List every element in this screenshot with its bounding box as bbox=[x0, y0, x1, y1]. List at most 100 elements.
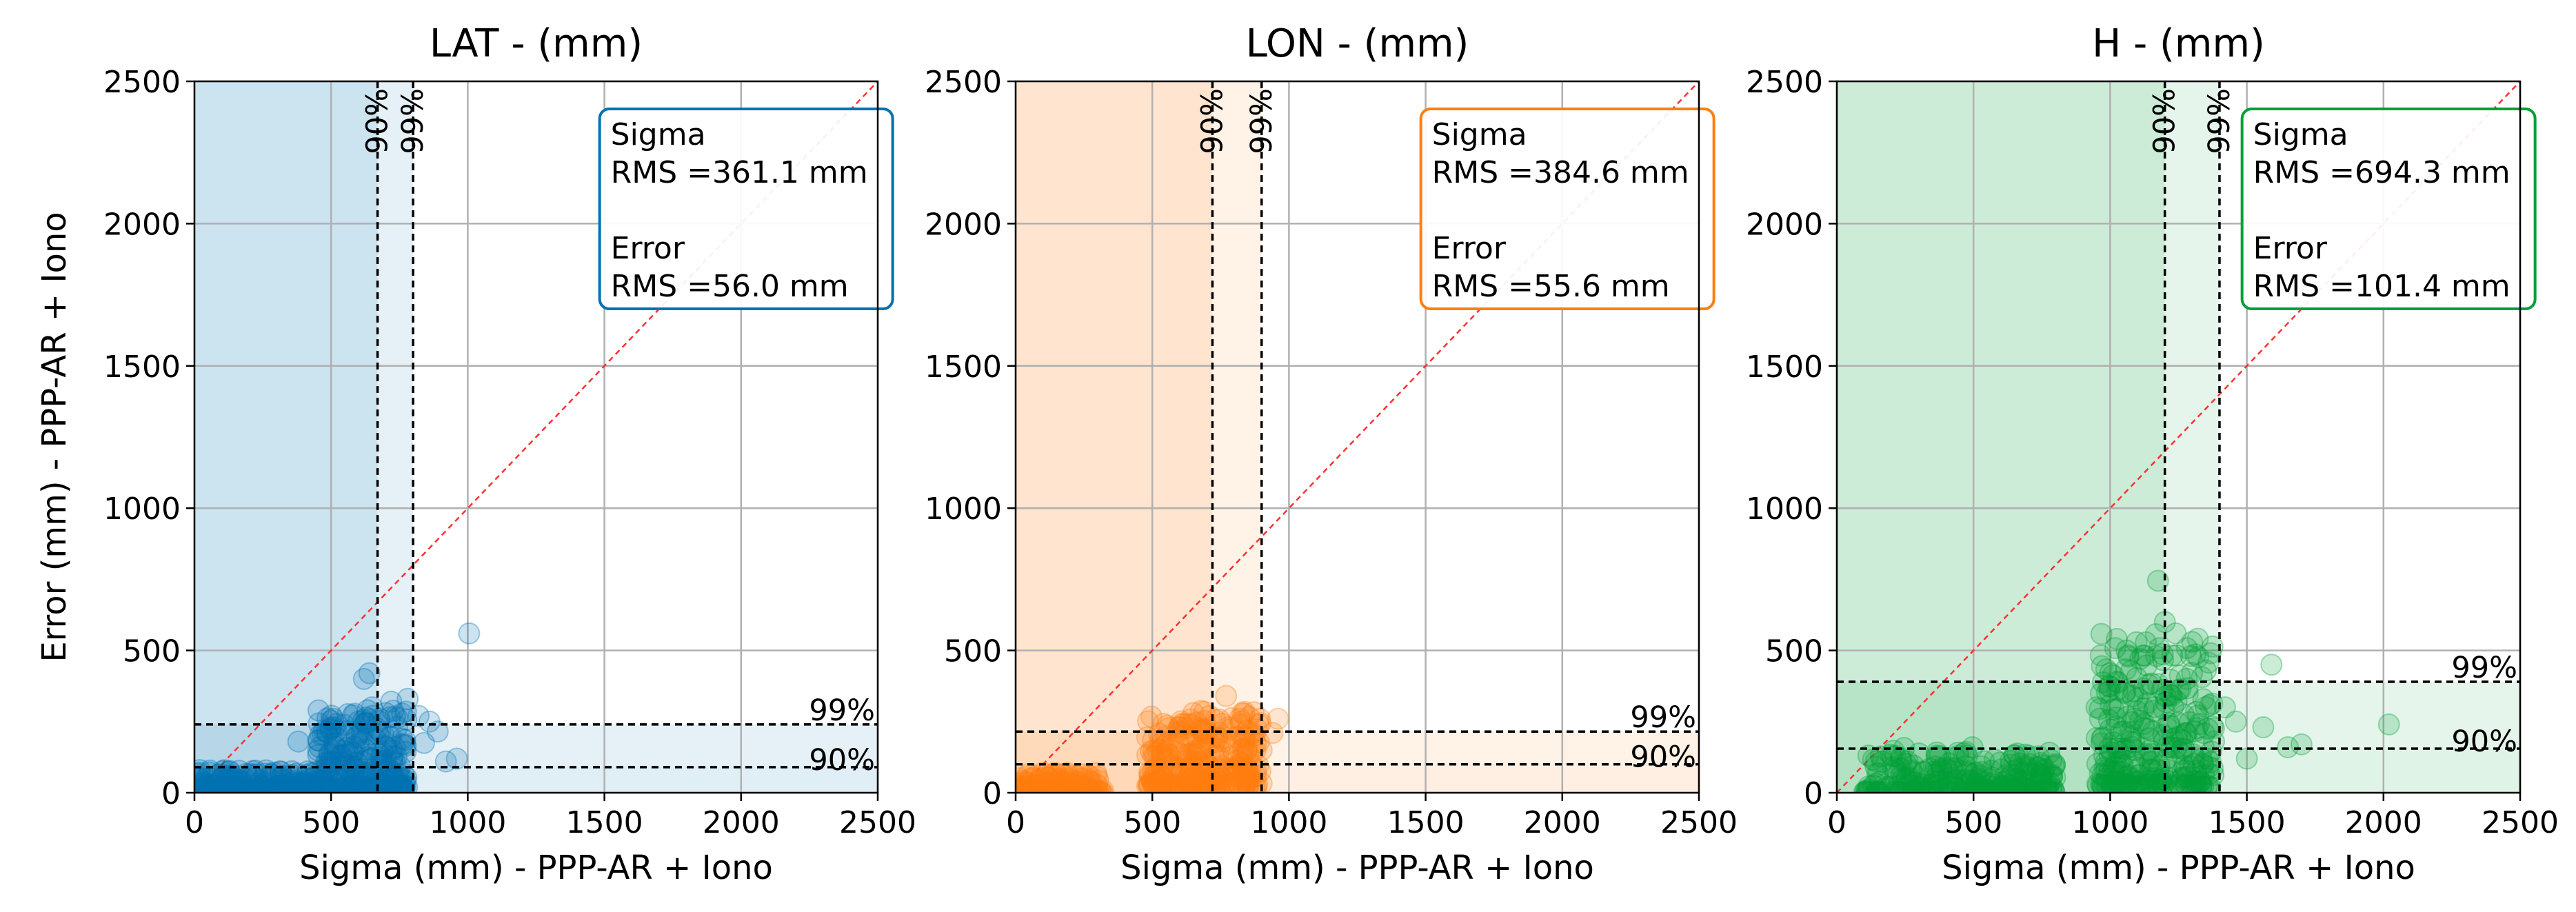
scatter-point bbox=[412, 731, 435, 754]
scatter-point bbox=[2116, 765, 2139, 788]
scatter-point bbox=[1193, 719, 1216, 742]
scatter-point bbox=[223, 779, 245, 793]
scatter-point bbox=[1921, 780, 1944, 793]
scatter-point bbox=[1225, 764, 1247, 787]
scatter-point bbox=[1235, 754, 1258, 777]
scatter-point bbox=[250, 775, 272, 793]
scatter-point bbox=[2002, 778, 2025, 793]
scatter-point bbox=[1219, 758, 1242, 781]
x-tick-label: 2000 bbox=[2345, 805, 2422, 840]
scatter-point bbox=[2167, 678, 2190, 701]
sigma-90-label: 90% bbox=[2148, 88, 2182, 154]
scatter-point bbox=[2017, 744, 2040, 767]
scatter-point bbox=[329, 744, 352, 767]
scatter-point bbox=[1971, 760, 1993, 783]
x-axis-label: Sigma (mm) - PPP-AR + Iono bbox=[299, 849, 773, 887]
scatter-point bbox=[359, 778, 381, 793]
scatter-point bbox=[307, 739, 330, 762]
scatter-point bbox=[1209, 776, 1231, 793]
scatter-point bbox=[210, 777, 232, 793]
scatter-point bbox=[1962, 778, 1985, 793]
scatter-point bbox=[1242, 722, 1265, 744]
scatter-point bbox=[1065, 770, 1088, 793]
scatter-point bbox=[1211, 712, 1234, 735]
scatter-point bbox=[1884, 758, 1907, 780]
scatter-point bbox=[245, 780, 268, 793]
scatter-point bbox=[1942, 769, 1964, 792]
legend-line: RMS =694.3 mm bbox=[2253, 155, 2510, 190]
scatter-point bbox=[2122, 685, 2144, 708]
scatter-point bbox=[2161, 645, 2184, 667]
scatter-point bbox=[332, 752, 355, 775]
scatter-point bbox=[2166, 711, 2189, 734]
scatter-point bbox=[219, 778, 242, 793]
scatter-point bbox=[2151, 679, 2173, 702]
scatter-point bbox=[2135, 631, 2157, 653]
legend-line: RMS =101.4 mm bbox=[2253, 269, 2510, 304]
scatter-point bbox=[1229, 740, 1251, 762]
scatter-points bbox=[1853, 569, 2400, 793]
scatter-point bbox=[313, 720, 336, 742]
scatter-point bbox=[381, 747, 403, 770]
scatter-point bbox=[1217, 772, 1240, 793]
scatter-point bbox=[2181, 662, 2204, 685]
scatter-point bbox=[221, 764, 243, 787]
scatter-point bbox=[2115, 639, 2138, 662]
scatter-point bbox=[228, 760, 250, 782]
scatter-point bbox=[2102, 664, 2124, 687]
scatter-point bbox=[354, 776, 376, 793]
scatter-point bbox=[1150, 775, 1173, 793]
scatter-point bbox=[2098, 760, 2121, 782]
scatter-point bbox=[321, 778, 344, 793]
y-tick-label: 500 bbox=[944, 634, 1002, 669]
scatter-point bbox=[1925, 741, 1948, 764]
scatter-point bbox=[2012, 762, 2035, 784]
scatter-point bbox=[2038, 771, 2061, 793]
scatter-point bbox=[1147, 775, 1169, 793]
scatter-point bbox=[2162, 695, 2184, 718]
scatter-point bbox=[2009, 769, 2031, 791]
scatter-point bbox=[1234, 766, 1257, 789]
scatter-point bbox=[2157, 711, 2180, 734]
scatter-point bbox=[2184, 775, 2206, 793]
scatter-point bbox=[342, 741, 365, 764]
scatter-point bbox=[2184, 720, 2206, 742]
scatter-point bbox=[1189, 775, 1211, 793]
scatter-point bbox=[1954, 755, 1977, 778]
scatter-point bbox=[2106, 627, 2129, 650]
scatter-point bbox=[1066, 774, 1089, 793]
scatter-point bbox=[1179, 708, 1202, 731]
scatter-point bbox=[2040, 776, 2063, 793]
scatter-point bbox=[2174, 773, 2197, 793]
scatter-point bbox=[356, 712, 379, 735]
scatter-point bbox=[354, 738, 377, 761]
scatter-point bbox=[2155, 769, 2178, 792]
scatter-point bbox=[2152, 649, 2175, 671]
scatter-point bbox=[1189, 700, 1212, 722]
y-tick-label: 2000 bbox=[925, 207, 1002, 242]
x-tick-label: 0 bbox=[185, 805, 204, 840]
scatter-point bbox=[1141, 771, 1164, 793]
scatter-point bbox=[1194, 718, 1217, 740]
scatter-point bbox=[1199, 769, 1222, 792]
scatter-point bbox=[1926, 769, 1949, 792]
scatter-point bbox=[345, 725, 368, 748]
scatter-point bbox=[2091, 655, 2113, 678]
scatter-point bbox=[1147, 739, 1169, 762]
scatter-point bbox=[339, 754, 361, 777]
scatter-point bbox=[1233, 760, 1256, 783]
scatter-point bbox=[1862, 774, 1885, 793]
scatter-point bbox=[308, 769, 331, 792]
scatter-point bbox=[368, 709, 390, 732]
scatter-point bbox=[1045, 778, 1067, 793]
scatter-point bbox=[310, 778, 333, 793]
scatter-point bbox=[1218, 746, 1241, 769]
scatter-point bbox=[2014, 754, 2037, 777]
scatter-point bbox=[1157, 772, 1180, 793]
scatter-point bbox=[1066, 765, 1089, 788]
scatter-point bbox=[1225, 754, 1248, 777]
scatter-point bbox=[1016, 776, 1037, 793]
scatter-point bbox=[308, 774, 330, 793]
scatter-point bbox=[1934, 756, 1957, 779]
scatter-point bbox=[194, 776, 210, 793]
